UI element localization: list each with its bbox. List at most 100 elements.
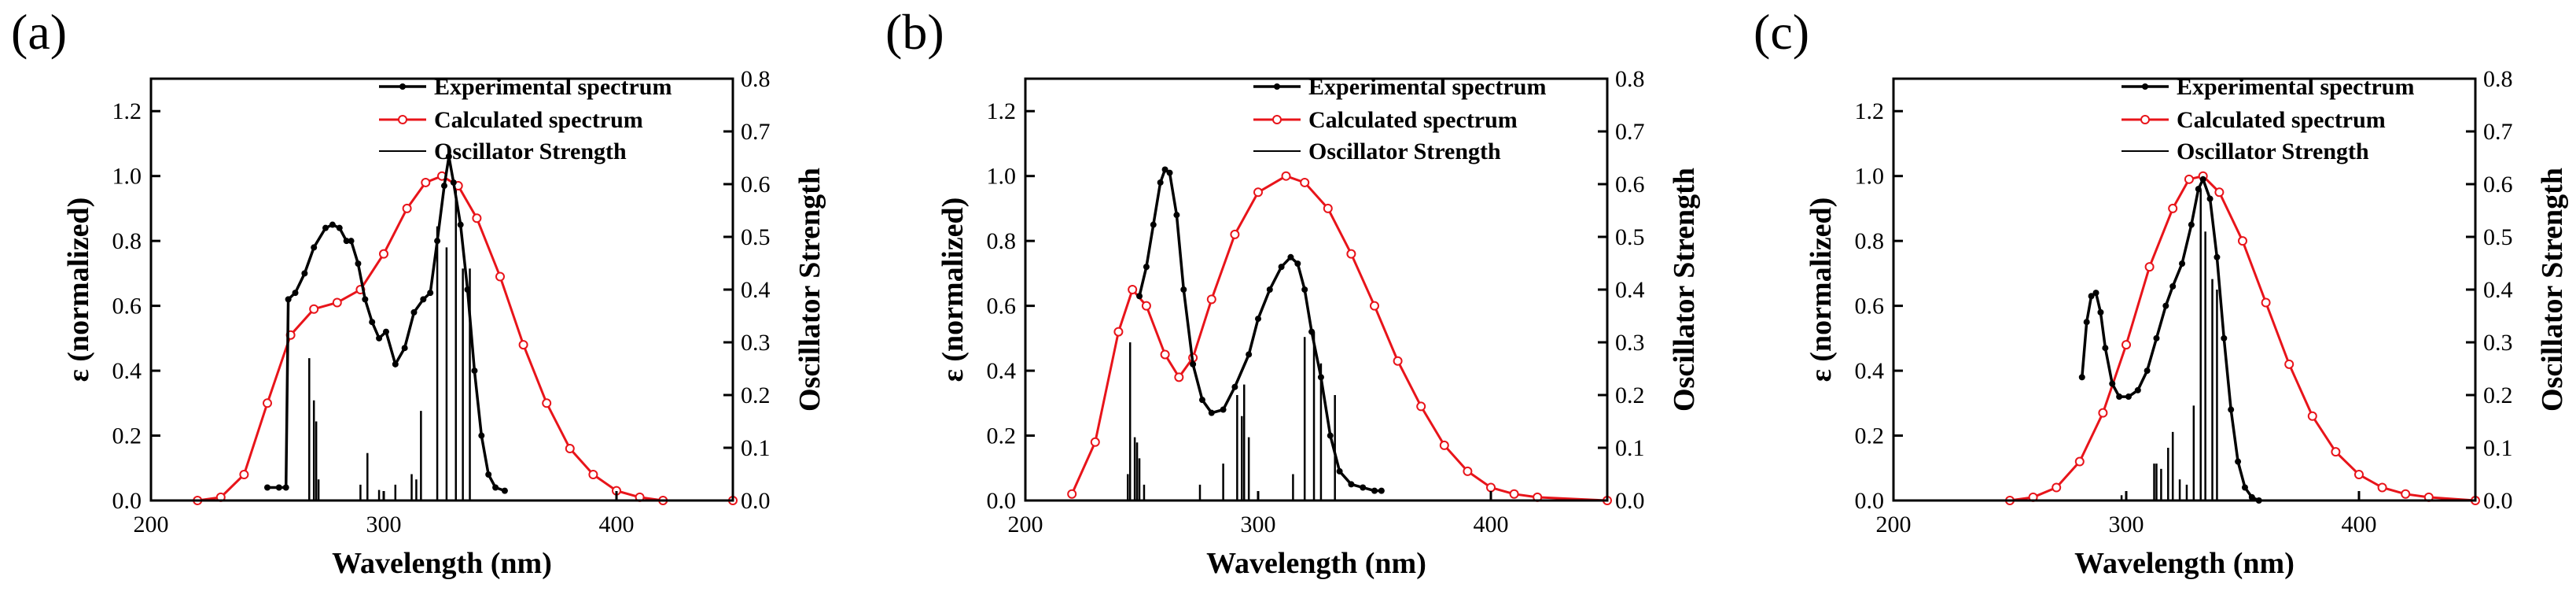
experimental-spectrum-point <box>1327 432 1334 439</box>
experimental-spectrum-point <box>464 286 471 293</box>
experimental-spectrum-point <box>1317 374 1324 381</box>
legend-calculated-marker <box>398 115 407 124</box>
experimental-spectrum-point <box>1231 383 1238 390</box>
calculated-spectrum-point <box>2122 340 2131 350</box>
y2-tick-label: 0.5 <box>741 224 771 250</box>
calculated-spectrum-point <box>2331 447 2341 457</box>
experimental-spectrum-point <box>2241 484 2248 491</box>
experimental-spectrum-point <box>285 296 292 303</box>
experimental-spectrum-point <box>2109 380 2116 387</box>
calculated-spectrum-point <box>1416 401 1426 412</box>
y-tick-label: 0.8 <box>1855 228 1885 254</box>
calculated-spectrum-series <box>2005 171 2480 505</box>
experimental-spectrum-point <box>1360 484 1367 491</box>
legend-experimental-label: Experimental spectrum <box>1308 74 1546 100</box>
calculated-spectrum-point <box>1113 327 1124 337</box>
experimental-spectrum-point <box>1166 169 1173 176</box>
experimental-spectrum-point <box>1308 328 1316 335</box>
calculated-spectrum-point <box>1463 466 1473 476</box>
calculated-spectrum-point <box>1439 440 1449 450</box>
y-tick-label: 1.0 <box>112 164 142 190</box>
y2-tick-label: 0.1 <box>1615 435 1645 461</box>
experimental-spectrum-point <box>1143 264 1150 271</box>
y2-tick-label: 0.8 <box>1615 66 1645 92</box>
y2-tick-label: 0.7 <box>741 119 771 145</box>
experimental-spectrum-point <box>471 368 478 375</box>
legend-calculated-marker <box>2140 115 2150 124</box>
calculated-spectrum-point <box>1370 301 1379 311</box>
calculated-spectrum-point <box>565 444 575 454</box>
calculated-spectrum-point <box>2261 297 2271 308</box>
y2-tick-label: 0.3 <box>1615 330 1645 356</box>
experimental-spectrum-point <box>1266 286 1273 293</box>
calculated-spectrum-point <box>332 297 342 308</box>
experimental-spectrum-point <box>2214 253 2221 260</box>
x-tick-label: 300 <box>366 512 402 537</box>
experimental-spectrum-point <box>420 296 427 303</box>
experimental-spectrum-point <box>2083 319 2090 326</box>
experimental-spectrum-point <box>392 360 399 368</box>
experimental-spectrum-point <box>1278 264 1285 271</box>
x-axis-title: Wavelength (nm) <box>332 547 552 580</box>
experimental-spectrum-point <box>2199 175 2206 183</box>
calculated-spectrum-point <box>588 470 598 480</box>
y-tick-label: 0.6 <box>112 294 142 320</box>
panel-label: (b) <box>885 4 944 60</box>
calculated-spectrum-point <box>263 398 272 408</box>
experimental-spectrum-point <box>301 270 308 277</box>
y-tick-label: 0.2 <box>1855 423 1885 449</box>
calculated-spectrum-point <box>2168 203 2178 213</box>
y-tick-label: 1.2 <box>987 98 1017 124</box>
experimental-spectrum-point <box>2169 283 2177 290</box>
calculated-spectrum-point <box>1174 372 1184 382</box>
experimental-spectrum-point <box>1301 286 1308 293</box>
y2-tick-label: 0.8 <box>2483 66 2513 92</box>
experimental-spectrum-point <box>485 471 492 478</box>
experimental-spectrum-point <box>1371 487 1378 494</box>
experimental-spectrum-point <box>2125 393 2132 401</box>
calculated-spectrum-point <box>2377 482 2387 493</box>
experimental-spectrum-point <box>1173 212 1180 219</box>
experimental-spectrum-point <box>2144 368 2151 375</box>
experimental-spectrum-point <box>2162 302 2169 309</box>
calculated-spectrum-point <box>495 271 505 282</box>
x-tick-label: 300 <box>1241 512 1276 537</box>
calculated-spectrum-point <box>1141 301 1151 311</box>
legend: Experimental spectrum Calculated spectrum… <box>2122 74 2414 164</box>
experimental-spectrum-point <box>445 153 452 160</box>
experimental-spectrum-point <box>336 224 343 231</box>
experimental-spectrum-point <box>401 345 408 352</box>
experimental-spectrum-point <box>501 487 508 494</box>
legend-experimental-label: Experimental spectrum <box>2177 74 2414 100</box>
y2-tick-label: 0.6 <box>2483 172 2513 198</box>
y-tick-label: 1.2 <box>1855 98 1885 124</box>
x-tick-label: 300 <box>2109 512 2144 537</box>
experimental-spectrum-point <box>2179 260 2186 268</box>
y2-tick-label: 0.2 <box>2483 382 2513 408</box>
experimental-spectrum-point <box>376 334 383 342</box>
chart-panel-c: (c) 200 300 400 0.0 0.2 0.4 0.6 0.8 1.0 1.2 0.0 0.1 0… <box>1754 4 2569 580</box>
experimental-spectrum-point <box>2097 308 2104 316</box>
experimental-spectrum-point <box>457 221 464 228</box>
experimental-spectrum-point <box>2195 186 2202 193</box>
calculated-spectrum-point <box>2238 236 2247 246</box>
experimental-spectrum-point <box>1255 316 1261 323</box>
experimental-spectrum-point <box>2116 393 2123 401</box>
panel-label: (a) <box>11 4 67 60</box>
experimental-spectrum-point <box>348 238 355 245</box>
experimental-spectrum-point <box>1190 360 1197 368</box>
legend-oscillator-label: Oscillator Strength <box>2177 139 2369 164</box>
y2-tick-label: 0.5 <box>1615 224 1645 250</box>
y-axis-title: ε (normalized) <box>1805 198 1838 382</box>
experimental-spectrum-point <box>2078 374 2085 381</box>
experimental-spectrum-series <box>2078 175 2262 504</box>
legend-experimental-label: Experimental spectrum <box>434 74 672 100</box>
experimental-spectrum-point <box>1198 397 1205 404</box>
calculated-spectrum-point <box>1160 349 1170 360</box>
calculated-spectrum-point <box>1206 294 1216 305</box>
y2-tick-label: 0.0 <box>1615 488 1645 514</box>
experimental-spectrum-point <box>450 179 457 186</box>
calculated-spectrum-point <box>1067 489 1077 499</box>
calculated-spectrum-point <box>1486 482 1496 493</box>
calculated-spectrum-point <box>2098 408 2108 418</box>
